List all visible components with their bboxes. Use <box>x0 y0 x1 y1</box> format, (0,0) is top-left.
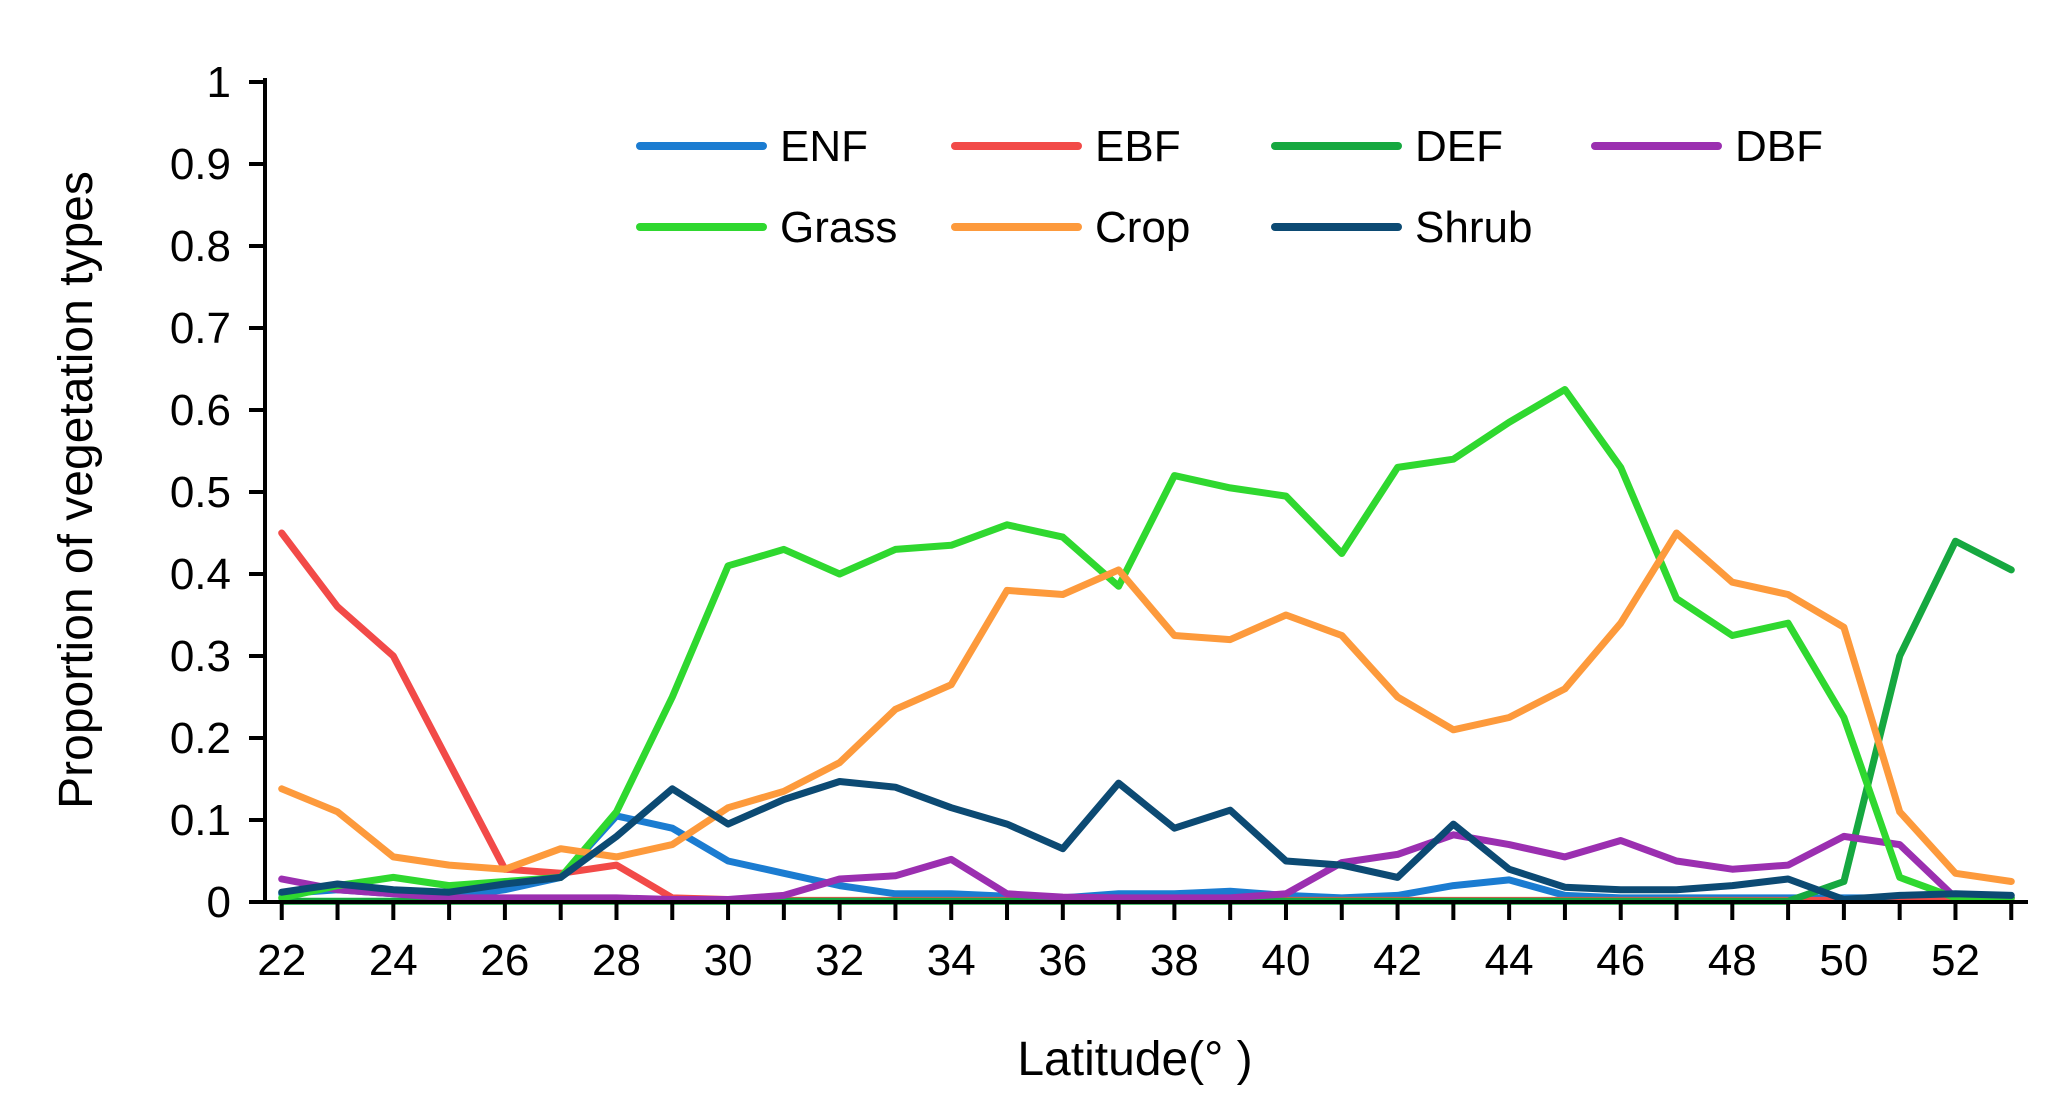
y-tick-label: 0.3 <box>170 632 231 681</box>
ticks: 0 0.1 0.2 0.3 0.4 0.5 0.6 0.7 0.8 0.9 1 22 24 26 28 30 3… <box>170 58 2014 985</box>
x-tick-label: 50 <box>1819 936 1868 985</box>
legend: ENF EBF DEF DBF Grass Crop Shrub <box>636 122 1823 252</box>
y-tick-label: 0.5 <box>170 468 231 517</box>
series-line-crop <box>278 529 2015 885</box>
series-line-dbf <box>278 831 2015 903</box>
series-line-def <box>278 537 2015 905</box>
x-tick-label: 42 <box>1373 936 1422 985</box>
x-tick-label: 52 <box>1931 936 1980 985</box>
x-tick-label: 28 <box>592 936 641 985</box>
x-tick-label: 34 <box>927 936 976 985</box>
x-tick-label: 36 <box>1038 936 1087 985</box>
x-tick-label: 24 <box>369 936 418 985</box>
y-tick-label: 0.9 <box>170 140 231 189</box>
legend-label-enf: ENF <box>780 122 868 171</box>
x-tick-label: 40 <box>1262 936 1311 985</box>
x-tick-label: 30 <box>704 936 753 985</box>
x-tick-label: 46 <box>1596 936 1645 985</box>
y-tick-label: 0.6 <box>170 386 231 435</box>
series-line-shrub <box>278 778 2015 903</box>
x-tick-label: 26 <box>480 936 529 985</box>
y-tick-label: 1 <box>207 58 231 107</box>
x-axis-title: Latitude(° ) <box>1017 1033 1252 1086</box>
x-tick-label: 48 <box>1708 936 1757 985</box>
legend-label-dbf: DBF <box>1735 122 1823 171</box>
x-tick-label: 38 <box>1150 936 1199 985</box>
y-tick-label: 0.4 <box>170 550 231 599</box>
y-tick-label: 0 <box>207 878 231 927</box>
legend-label-grass: Grass <box>780 203 897 252</box>
y-tick-label: 0.8 <box>170 222 231 271</box>
series-line-grass <box>278 386 2015 902</box>
legend-label-shrub: Shrub <box>1415 203 1532 252</box>
y-tick-label: 0.1 <box>170 796 231 845</box>
y-tick-label: 0.7 <box>170 304 231 353</box>
x-tick-label: 22 <box>257 936 306 985</box>
axes <box>263 78 2028 904</box>
x-tick-label: 44 <box>1485 936 1534 985</box>
y-tick-label: 0.2 <box>170 714 231 763</box>
y-axis-title: Proportion of vegetation types <box>50 171 103 809</box>
legend-label-crop: Crop <box>1095 203 1190 252</box>
plot-lines <box>278 386 2015 905</box>
x-tick-label: 32 <box>815 936 864 985</box>
legend-label-def: DEF <box>1415 122 1503 171</box>
legend-label-ebf: EBF <box>1095 122 1181 171</box>
